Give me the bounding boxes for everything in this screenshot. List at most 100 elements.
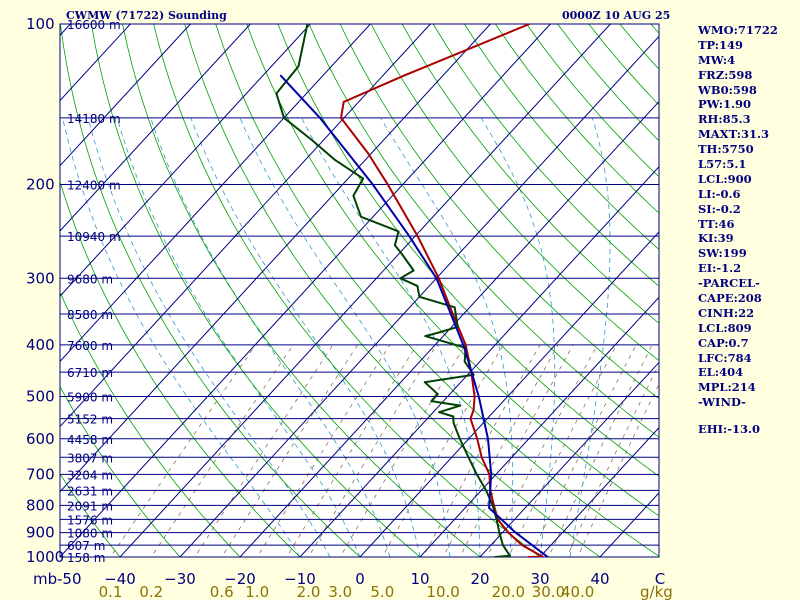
parcel-point [463,346,466,349]
dewpoint-point [412,269,415,272]
mixing-ratio-line [339,344,466,557]
isotherm-line [119,24,611,557]
ehi-index: EHI:-13.0 [698,422,761,436]
dewpoint-point [436,393,439,396]
temperature-point [367,152,370,155]
dewpoint-point [438,411,441,414]
mixing-ratio-label: 5.0 [370,583,394,600]
index-item: CAP:0.7 [698,335,749,350]
index-item: PW:1.90 [698,97,752,112]
isotherm-line [299,166,659,557]
dewpoint-point [399,277,402,280]
index-item: LCL:809 [698,320,752,335]
mixing-ratio-line [547,344,653,557]
index-item: RH:85.3 [698,112,751,127]
dewpoint-point [310,139,313,141]
pressure-tick-label: 600 [26,430,55,448]
height-label: 8580 m [67,308,113,322]
index-item: MAXT:31.3 [698,127,769,142]
isotherm-line [419,296,659,557]
index-item: MW:4 [698,52,736,67]
index-item: L57:5.1 [698,157,747,172]
mixing-ratio-label: 0.2 [139,583,163,600]
index-item: TP:149 [698,37,744,52]
dewpoint-point [352,194,355,197]
isotherm-line [60,24,431,428]
dewpoint-point [463,360,466,363]
dewpoint-point [297,65,300,68]
isotherm-line [60,24,251,232]
height-label: 1080 m [67,527,113,541]
index-item: LI:-0.6 [698,186,741,201]
temperature-point [527,556,529,557]
mixing-ratio-label: 0.6 [210,583,234,600]
parcel-point [487,437,489,440]
dry-adiabat-line [60,385,181,557]
parcel-point [279,74,282,77]
moist-adiabat-line [150,117,391,557]
dewpoint-point [360,215,362,218]
mixing-ratio-label: 1.0 [245,583,269,600]
moist-adiabat-line [569,117,611,557]
mixing-ratio-label: 20.0 [492,583,525,600]
dewpoint-point [394,244,396,247]
parcel-point [546,556,549,557]
index-item: -WIND- [698,395,746,410]
dewpoint-point [416,285,419,287]
temperature-tick-label: −10 [284,570,316,588]
index-item: WMO:71722 [698,23,778,37]
temperature-point [464,344,467,346]
mixing-ratio-label: 40.0 [561,583,594,600]
moist-adiabat-line [190,117,421,557]
temperature-tick-label: 40 [590,570,609,588]
dewpoint-point [362,177,364,180]
dewpoint-point [275,92,278,95]
height-label: 3204 m [67,468,113,482]
dewpoint-point [495,518,498,521]
isotherm-line [479,361,659,557]
height-label: 2091 m [67,499,113,513]
temperature-point [342,101,345,103]
index-item: TH:5750 [698,142,754,157]
dewpoint-point [509,554,511,557]
pressure-tick-label: 700 [26,465,55,483]
moist-adiabat-line [301,117,481,557]
height-label: 14180 m [67,112,121,126]
isotherm-line [359,231,659,557]
height-label: 9680 m [67,272,113,286]
dewpoint-point [494,556,496,557]
temperature-point [386,183,389,186]
temperature-point [528,24,531,25]
dewpoint-point [283,117,285,119]
moist-adiabat-line [380,117,514,557]
temperature-tick-label: −20 [224,570,256,588]
isotherm-line [539,426,659,557]
dry-adiabat-line [60,180,301,557]
dewpoint-point [418,295,421,298]
parcel-point [490,473,493,476]
dry-adiabat-line [60,473,121,557]
mixing-ratio-line [442,344,559,557]
pressure-tick-label: 200 [26,175,55,193]
dry-adiabat-line [215,24,659,557]
dry-adiabat-line [370,24,659,362]
temperature-point [402,74,405,77]
temperature-tick-label: C [655,570,665,588]
dewpoint-point [400,253,403,255]
dry-adiabat-line [91,24,421,557]
index-item: EI:-1.2 [698,261,742,276]
dewpoint-point [334,159,337,162]
isotherm-line [239,100,659,557]
dewpoint-point [467,456,470,459]
parcel-point [371,183,374,186]
mixing-ratio-line [110,344,257,557]
index-item: EL:404 [698,365,744,380]
temperature-point [476,437,479,440]
temperature-tick-label: −30 [164,570,196,588]
dewpoint-point [430,400,433,402]
height-label: 607 m [67,539,105,553]
temperature-point [340,117,342,119]
temperature-tick-label: 0 [355,570,365,588]
dewpoint-point [306,24,309,25]
dewpoint-point [436,332,438,334]
